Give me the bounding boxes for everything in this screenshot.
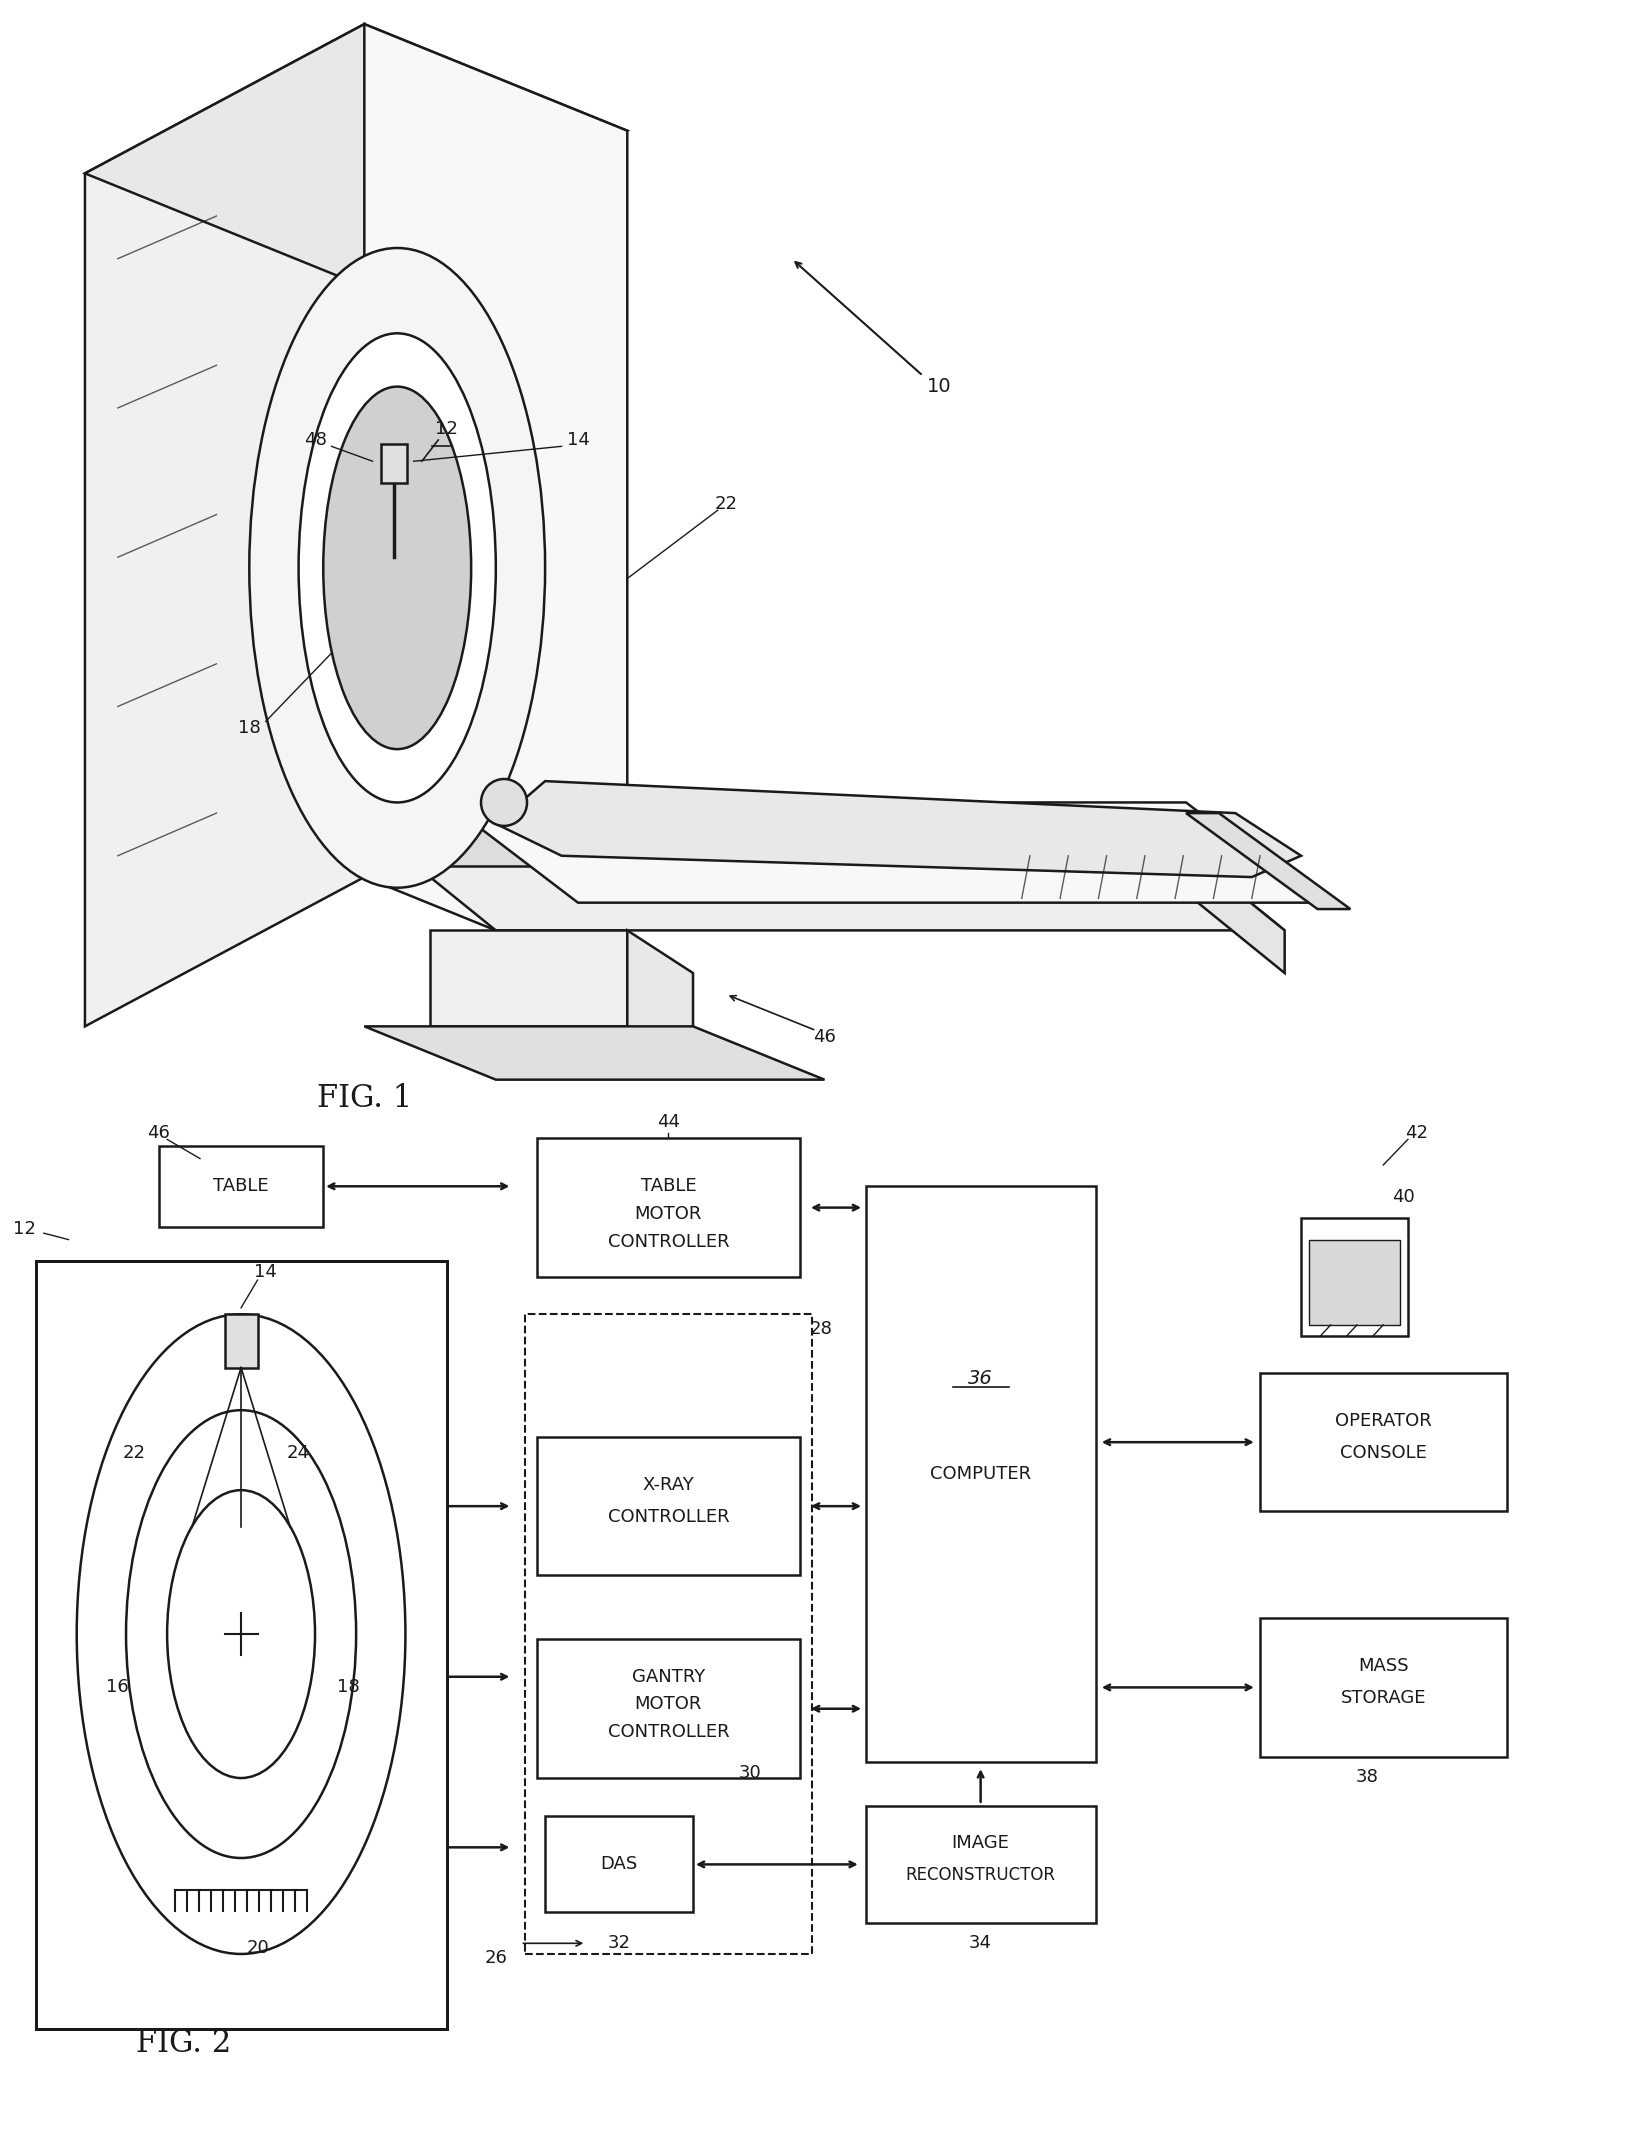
Text: 28: 28 <box>809 1319 832 1338</box>
Bar <box>545 1817 692 1911</box>
Ellipse shape <box>166 1490 315 1779</box>
Polygon shape <box>496 780 1300 877</box>
Text: RECONSTRUCTOR: RECONSTRUCTOR <box>905 1866 1055 1884</box>
Text: 40: 40 <box>1391 1189 1414 1206</box>
Text: 10: 10 <box>926 376 951 396</box>
Text: GANTRY: GANTRY <box>631 1668 705 1685</box>
Text: 18: 18 <box>336 1678 359 1695</box>
Text: 12: 12 <box>13 1221 36 1238</box>
Bar <box>1309 1240 1399 1326</box>
Text: FIG. 1: FIG. 1 <box>316 1084 412 1114</box>
Text: CONTROLLER: CONTROLLER <box>606 1507 728 1527</box>
Text: X-RAY: X-RAY <box>643 1475 694 1494</box>
Polygon shape <box>86 24 626 280</box>
Polygon shape <box>430 930 626 1026</box>
Polygon shape <box>364 823 1152 866</box>
Text: 18: 18 <box>237 718 260 738</box>
Bar <box>537 1137 799 1276</box>
Ellipse shape <box>77 1315 405 1954</box>
Text: MOTOR: MOTOR <box>634 1695 702 1713</box>
Text: 46: 46 <box>147 1125 170 1142</box>
Polygon shape <box>626 930 692 1069</box>
Bar <box>1259 1618 1506 1757</box>
Text: 32: 32 <box>606 1935 630 1952</box>
Text: 34: 34 <box>969 1935 992 1952</box>
Bar <box>537 1437 799 1576</box>
Bar <box>224 1315 257 1368</box>
Ellipse shape <box>249 248 545 887</box>
Text: 16: 16 <box>107 1678 129 1695</box>
Text: 26: 26 <box>485 1950 508 1967</box>
Bar <box>537 1640 799 1779</box>
Text: 20: 20 <box>246 1939 269 1956</box>
Text: COMPUTER: COMPUTER <box>929 1465 1030 1484</box>
Text: 22: 22 <box>714 494 737 513</box>
Bar <box>524 1315 812 1954</box>
Bar <box>1259 1373 1506 1512</box>
Text: CONTROLLER: CONTROLLER <box>606 1234 728 1251</box>
Text: 24: 24 <box>287 1443 310 1462</box>
Text: TABLE: TABLE <box>213 1178 269 1195</box>
Text: 22: 22 <box>122 1443 145 1462</box>
Ellipse shape <box>481 778 527 825</box>
Text: 46: 46 <box>812 1028 836 1045</box>
Ellipse shape <box>298 334 496 802</box>
Bar <box>381 445 407 483</box>
Bar <box>865 1807 1094 1922</box>
Text: IMAGE: IMAGE <box>951 1834 1009 1852</box>
Bar <box>36 1261 447 2029</box>
Polygon shape <box>1152 823 1284 973</box>
Ellipse shape <box>323 387 471 748</box>
Text: 14: 14 <box>567 432 588 449</box>
Bar <box>158 1146 323 1227</box>
Text: 30: 30 <box>738 1764 761 1781</box>
Text: FIG. 2: FIG. 2 <box>135 2029 231 2059</box>
Text: 36: 36 <box>967 1368 992 1388</box>
Text: 48: 48 <box>303 432 326 449</box>
Text: CONSOLE: CONSOLE <box>1340 1443 1426 1462</box>
Ellipse shape <box>125 1411 356 1858</box>
Bar <box>865 1187 1094 1762</box>
Text: 12: 12 <box>435 421 458 438</box>
Text: 42: 42 <box>1404 1125 1427 1142</box>
Polygon shape <box>86 24 364 1026</box>
Text: OPERATOR: OPERATOR <box>1335 1411 1430 1430</box>
Polygon shape <box>447 802 1317 902</box>
Text: STORAGE: STORAGE <box>1340 1689 1426 1706</box>
Text: MOTOR: MOTOR <box>634 1206 702 1223</box>
Polygon shape <box>1185 812 1350 909</box>
Text: MASS: MASS <box>1358 1657 1407 1674</box>
Text: DAS: DAS <box>600 1856 638 1873</box>
Text: TABLE: TABLE <box>639 1178 695 1195</box>
Text: 44: 44 <box>656 1114 679 1131</box>
Polygon shape <box>364 823 1284 930</box>
Text: CONTROLLER: CONTROLLER <box>606 1723 728 1740</box>
Polygon shape <box>364 1026 824 1080</box>
Text: 38: 38 <box>1355 1768 1378 1785</box>
Text: 14: 14 <box>254 1264 277 1281</box>
Polygon shape <box>364 24 626 983</box>
Bar <box>1300 1219 1407 1336</box>
